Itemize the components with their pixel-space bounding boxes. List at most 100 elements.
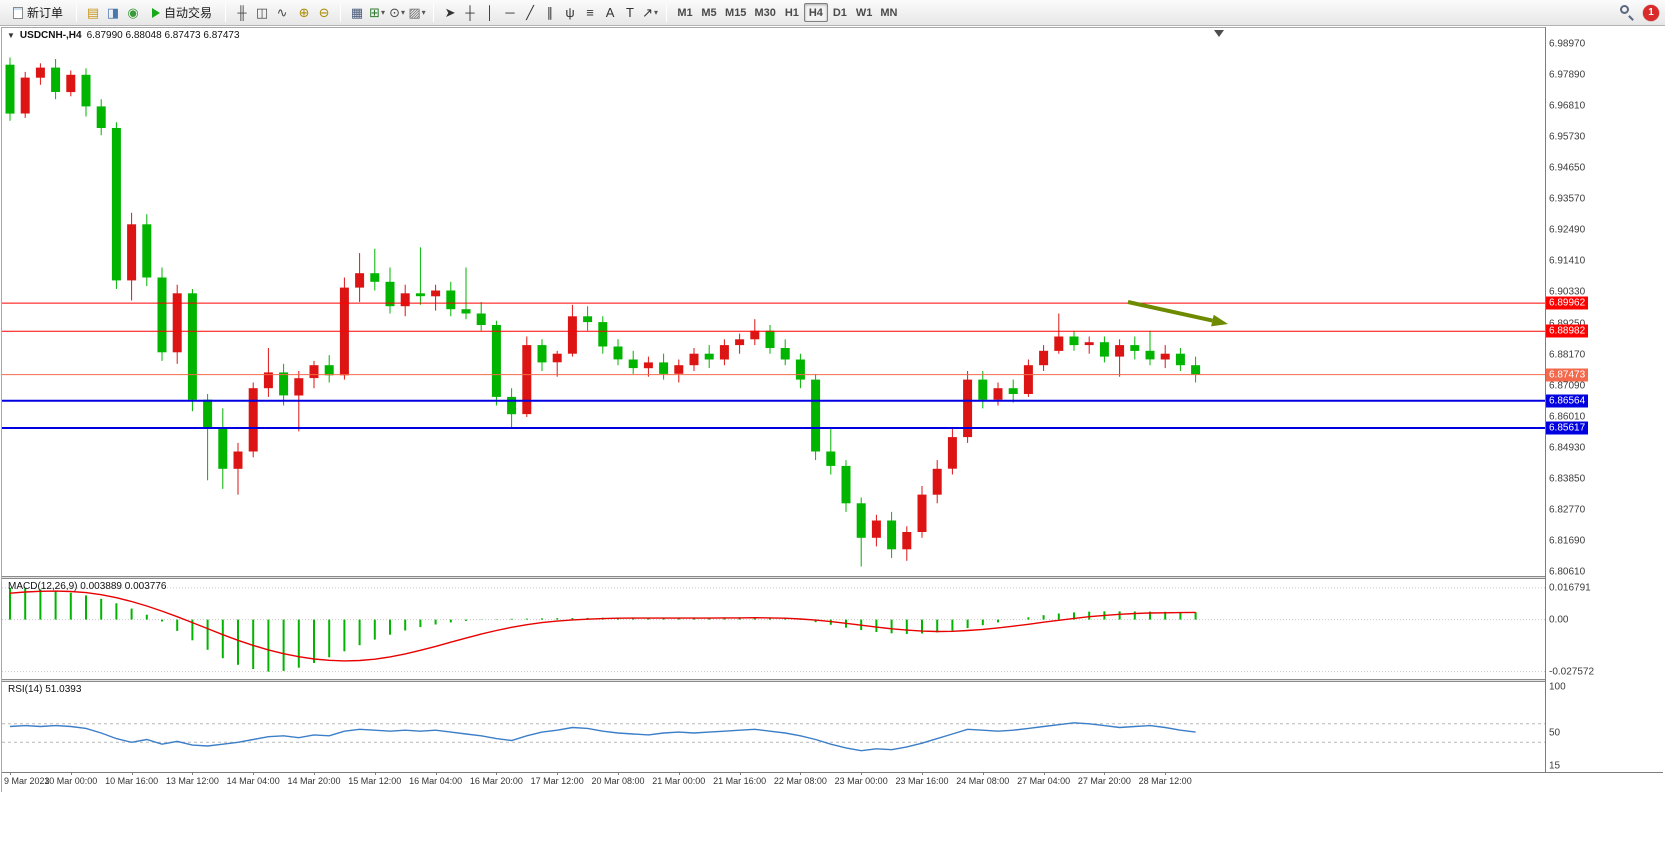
horizontal-line-icon[interactable]: ─	[505, 5, 515, 20]
timeframe-mn[interactable]: MN	[880, 6, 898, 19]
timeframe-d1[interactable]: D1	[832, 6, 847, 19]
fibonacci-icon[interactable]: ≡	[586, 5, 594, 20]
timeframe-group: M1 M5 M15 M30 H1 H4 D1 W1 MN	[673, 3, 901, 23]
window-icon-group: ▦ ⊞ ▾ ⊙ ▾ ▨ ▾	[347, 2, 427, 23]
channel-icon[interactable]: ∥	[546, 5, 554, 20]
time-axis-tick	[374, 772, 376, 775]
resistance-line-2-price-label: 6.88982	[1546, 324, 1589, 338]
price-axis[interactable]	[1545, 27, 1664, 792]
text-icon[interactable]: A	[605, 5, 615, 20]
price-tick-label: 6.96810	[1549, 100, 1586, 112]
dropdown-arrow-icon: ▾	[653, 7, 658, 17]
trendline-icon[interactable]: ╱	[526, 5, 534, 20]
timeframe-m30[interactable]: M30	[754, 6, 776, 19]
current-price-line-price-label: 6.87473	[1546, 368, 1589, 382]
notification-badge[interactable]: 1	[1643, 4, 1659, 21]
support-line-1-price-label: 6.86564	[1546, 394, 1589, 408]
candlestick-chart-icon[interactable]: ◫	[255, 5, 269, 20]
panel-separator[interactable]	[2, 679, 1663, 682]
time-axis-tick	[557, 772, 559, 775]
price-tick-label: 6.83850	[1549, 473, 1586, 485]
period-icon[interactable]: ⊙ ▾	[389, 5, 405, 20]
toolbar-left-icon-group: ▤ ◨ ◉	[83, 2, 143, 23]
time-axis-label: 9 Mar 2023	[4, 776, 50, 786]
search-icon[interactable]	[1620, 5, 1635, 21]
price-tick-label: 6.86010	[1549, 411, 1586, 423]
panel-separator[interactable]	[2, 576, 1663, 579]
price-tick-label: 6.97890	[1549, 69, 1586, 81]
autotrading-label: 自动交易	[164, 6, 213, 20]
time-axis[interactable]	[2, 772, 1663, 792]
time-axis-label: 23 Mar 00:00	[834, 776, 888, 786]
chart-titlebar: ▼ USDCNH-,H4 6.87990 6.88048 6.87473 6.8…	[7, 29, 240, 41]
resistance-line-1-price-label: 6.89962	[1546, 296, 1589, 310]
zoom-out-icon[interactable]: ⊖	[318, 5, 330, 20]
price-tick-label: 6.88170	[1549, 349, 1586, 361]
time-axis-label: 15 Mar 12:00	[348, 776, 402, 786]
line-chart-icon[interactable]: ∿	[276, 5, 288, 20]
time-axis-label: 14 Mar 04:00	[226, 776, 280, 786]
timeframe-m15[interactable]: M15	[725, 6, 747, 19]
template-icon[interactable]: ▨ ▾	[408, 5, 426, 20]
macd-tick-label: -0.027572	[1549, 666, 1595, 678]
timeframe-m5[interactable]: M5	[701, 6, 717, 19]
time-axis-label: 22 Mar 08:00	[773, 776, 827, 786]
rsi-tick-label: 100	[1549, 681, 1566, 693]
time-axis-label: 13 Mar 12:00	[165, 776, 219, 786]
arrows-icon[interactable]: ↗ ▾	[642, 5, 658, 20]
time-axis-label: 10 Mar 00:00	[44, 776, 98, 786]
vertical-line-icon[interactable]: │	[485, 5, 495, 20]
time-axis-label: 10 Mar 16:00	[105, 776, 159, 786]
price-tick-label: 6.98970	[1549, 38, 1586, 50]
dropdown-arrow-icon: ▾	[380, 7, 385, 17]
market-watch-icon[interactable]: ▤	[86, 5, 100, 20]
toolbar-separator	[76, 3, 78, 22]
bar-chart-icon[interactable]: ╫	[237, 5, 247, 20]
price-tick-label: 6.87090	[1549, 380, 1586, 392]
dropdown-arrow-icon: ▾	[400, 7, 405, 17]
time-axis-tick	[1043, 772, 1045, 775]
toolbar-separator	[433, 3, 435, 22]
andrews-pitchfork-icon[interactable]: ψ	[565, 5, 575, 20]
timeframe-h4[interactable]: H4	[803, 3, 828, 23]
time-axis-tick	[618, 772, 619, 775]
cursor-icon[interactable]: ➤	[444, 5, 456, 20]
data-window-icon[interactable]: ◨	[106, 5, 120, 20]
time-axis-tick	[192, 772, 194, 775]
zoom-in-icon[interactable]: ⊕	[298, 5, 310, 20]
time-axis-label: 16 Mar 20:00	[469, 776, 523, 786]
strategy-navigator-icon[interactable]: ◉	[127, 5, 139, 20]
time-axis-tick	[739, 772, 741, 775]
time-axis-label: 16 Mar 04:00	[409, 776, 463, 786]
time-axis-tick	[314, 772, 315, 775]
price-tick-label: 6.94650	[1549, 162, 1586, 174]
rsi-label: RSI(14) 51.0393	[8, 684, 82, 695]
collapse-ohlc-icon[interactable]: ▼	[7, 30, 15, 40]
time-axis-tick	[1165, 772, 1167, 775]
time-axis-tick	[496, 772, 498, 775]
macd-panel[interactable]	[2, 579, 1545, 679]
macd-tick-label: 0.00	[1549, 614, 1569, 626]
time-axis-tick	[982, 772, 984, 775]
chart-symbol-period: USDCNH-,H4	[19, 29, 82, 41]
drawing-tools-group: ➤ ┼ │ ─ ╱ ∥ ψ ≡ A T ↗ ▾	[440, 2, 660, 23]
timeframe-m1[interactable]: M1	[677, 6, 693, 19]
text-label-icon[interactable]: T	[626, 5, 634, 20]
tile-windows-icon[interactable]: ▦	[350, 5, 364, 20]
rsi-tick-label: 15	[1549, 760, 1561, 771]
timeframe-w1[interactable]: W1	[855, 6, 873, 19]
chart-shift-marker[interactable]	[1214, 30, 1224, 37]
new-order-icon	[13, 6, 23, 19]
new-chart-icon[interactable]: ⊞ ▾	[369, 5, 385, 20]
time-axis-label: 27 Mar 04:00	[1017, 776, 1071, 786]
new-order-button[interactable]: 新订单	[6, 2, 70, 23]
rsi-panel[interactable]	[2, 682, 1545, 772]
price-tick-label: 6.90330	[1549, 286, 1586, 298]
timeframe-h1[interactable]: H1	[784, 6, 799, 19]
autotrading-button[interactable]: 自动交易	[145, 2, 219, 23]
macd-tick-label: 0.016791	[1549, 582, 1591, 594]
price-tick-label: 6.93570	[1549, 193, 1586, 205]
price-tick-label: 6.82770	[1549, 504, 1586, 516]
main-chart-plot[interactable]	[2, 40, 1545, 576]
crosshair-icon[interactable]: ┼	[465, 5, 475, 20]
